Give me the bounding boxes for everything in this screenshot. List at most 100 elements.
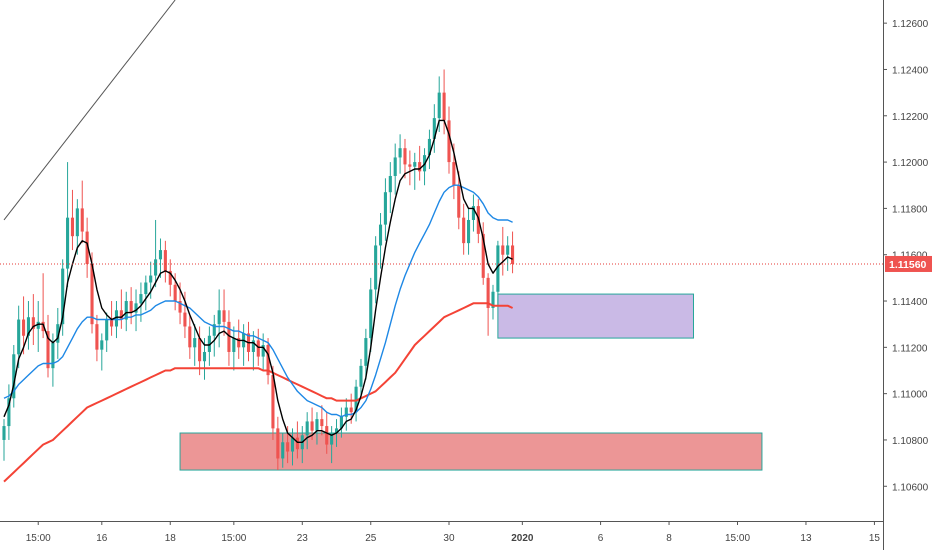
candle bbox=[447, 106, 451, 174]
demand-zone[interactable] bbox=[179, 432, 763, 471]
candle bbox=[207, 326, 211, 366]
candle bbox=[85, 217, 89, 278]
candle-body bbox=[26, 317, 30, 336]
candle bbox=[26, 301, 30, 350]
candle bbox=[7, 384, 11, 440]
candle bbox=[462, 203, 466, 255]
candle bbox=[237, 319, 241, 359]
candle bbox=[339, 407, 343, 438]
candle-body bbox=[286, 442, 290, 452]
candle-body bbox=[271, 375, 275, 429]
candle bbox=[364, 328, 368, 380]
candle bbox=[61, 259, 65, 336]
candle-body bbox=[193, 338, 197, 348]
candle-body bbox=[403, 148, 407, 165]
candle bbox=[80, 180, 84, 244]
candle bbox=[432, 104, 436, 153]
price-tick-label: 1.11000 bbox=[892, 390, 928, 401]
time-tick-label: 25 bbox=[365, 533, 377, 544]
candle-body bbox=[110, 319, 114, 327]
candle bbox=[369, 277, 373, 352]
candle bbox=[217, 289, 221, 348]
candle bbox=[281, 433, 285, 468]
candle-body bbox=[227, 321, 231, 352]
candle-body bbox=[359, 365, 363, 387]
price-tick-label: 1.12200 bbox=[892, 112, 929, 123]
candle-body bbox=[290, 437, 295, 452]
candle-body bbox=[442, 92, 446, 121]
candle-body bbox=[149, 275, 153, 283]
candle-body bbox=[158, 250, 163, 260]
candle bbox=[119, 289, 123, 329]
candle bbox=[163, 240, 167, 283]
candle-body bbox=[383, 192, 387, 225]
trendline[interactable] bbox=[3, 0, 176, 221]
candle-body bbox=[188, 326, 192, 348]
time-axis[interactable]: 15:00 16 18 15:00 23 25 30 2020 6 8 15:00 13 15 bbox=[0, 521, 883, 544]
candle-body bbox=[66, 217, 70, 269]
candle-body bbox=[202, 351, 207, 362]
candle-body bbox=[276, 428, 280, 459]
candle-body bbox=[408, 164, 412, 167]
price-tick-label: 1.11800 bbox=[892, 204, 928, 215]
price-tick-label: 1.11400 bbox=[892, 297, 928, 308]
price-tick-label: 1.12600 bbox=[892, 19, 929, 30]
price-tick-label: 1.10600 bbox=[892, 482, 929, 493]
candle-body bbox=[90, 263, 94, 325]
candle-body bbox=[129, 301, 133, 313]
candle-body bbox=[511, 245, 515, 264]
candle-body bbox=[330, 433, 334, 445]
candle bbox=[393, 143, 397, 195]
candle-body bbox=[344, 407, 348, 417]
candle bbox=[496, 240, 500, 306]
candle bbox=[427, 129, 431, 170]
price-tick-label: 1.12400 bbox=[892, 65, 929, 76]
candle-body bbox=[491, 291, 495, 308]
candles-layer bbox=[2, 69, 515, 471]
candle bbox=[383, 178, 387, 241]
candle bbox=[442, 69, 446, 135]
candle-body bbox=[447, 120, 451, 163]
candle bbox=[232, 326, 236, 371]
price-axis[interactable]: 1.106001.108001.110001.112001.114001.116… bbox=[883, 0, 932, 550]
candle-body bbox=[471, 206, 475, 220]
candle-body bbox=[36, 321, 40, 329]
candle bbox=[41, 273, 45, 339]
candle-body bbox=[124, 301, 128, 320]
candle bbox=[330, 426, 334, 464]
candle bbox=[481, 222, 485, 285]
candle-body bbox=[178, 301, 182, 313]
candle bbox=[305, 412, 309, 450]
candle bbox=[31, 294, 35, 346]
candle-body bbox=[388, 175, 392, 193]
candle bbox=[276, 416, 280, 471]
candle bbox=[359, 358, 363, 399]
candle bbox=[188, 314, 192, 359]
time-tick-label: 15:00 bbox=[26, 533, 51, 544]
candle-body bbox=[378, 224, 383, 246]
candle-body bbox=[413, 162, 417, 167]
candle bbox=[168, 259, 172, 297]
candle-body bbox=[168, 270, 172, 285]
candle bbox=[374, 236, 378, 304]
time-tick-label: 18 bbox=[165, 533, 177, 544]
candle-body bbox=[349, 407, 353, 413]
candle bbox=[295, 421, 299, 459]
candle-body bbox=[17, 319, 21, 355]
moving-averages-layer bbox=[3, 119, 514, 483]
candle-body bbox=[217, 310, 221, 325]
candle-body bbox=[212, 324, 216, 336]
candle-body bbox=[310, 421, 314, 431]
candle-body bbox=[134, 303, 138, 313]
time-tick-label: 15 bbox=[869, 533, 881, 544]
candle-body bbox=[144, 282, 148, 295]
candle-body bbox=[251, 340, 255, 352]
candle-body bbox=[398, 148, 402, 158]
supply-zone[interactable] bbox=[497, 293, 694, 339]
candle bbox=[12, 345, 16, 408]
candle-body bbox=[7, 398, 11, 427]
candle-body bbox=[369, 289, 373, 339]
time-tick-label: 2020 bbox=[511, 533, 534, 544]
